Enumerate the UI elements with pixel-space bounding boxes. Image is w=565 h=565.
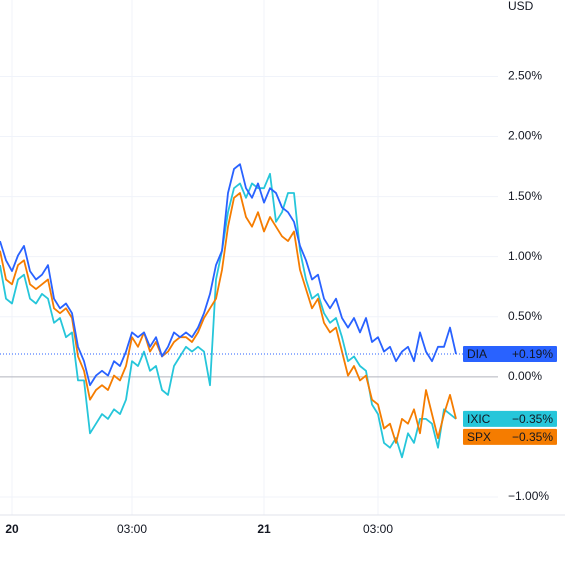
x-tick-label: 20 (5, 522, 19, 536)
x-tick-label: 03:00 (117, 522, 147, 536)
x-tick-label: 21 (257, 522, 271, 536)
end-value-label: +0.19% (512, 347, 553, 361)
series-line (0, 163, 457, 387)
legend-name: IXIC (467, 412, 491, 426)
end-label-box (463, 346, 557, 363)
y-tick-label: −1.00% (508, 489, 549, 503)
end-value-label: −0.35% (512, 430, 553, 444)
y-tick-label: 2.50% (508, 69, 542, 83)
end-value-label: −0.35% (512, 412, 553, 426)
end-label-box (463, 428, 557, 445)
y-tick-label: 0.00% (508, 369, 542, 383)
x-tick-label: 03:00 (363, 522, 393, 536)
y-tick-label: 0.50% (508, 309, 542, 323)
series-line (0, 172, 457, 459)
unit-label: USD (508, 0, 534, 13)
y-tick-label: 1.00% (508, 249, 542, 263)
legend-name: SPX (467, 430, 491, 444)
y-tick-label: 1.50% (508, 189, 542, 203)
end-label-box (463, 410, 557, 427)
series-line (0, 192, 457, 444)
y-tick-label: 2.00% (508, 129, 542, 143)
legend-name: DIA (467, 347, 487, 361)
